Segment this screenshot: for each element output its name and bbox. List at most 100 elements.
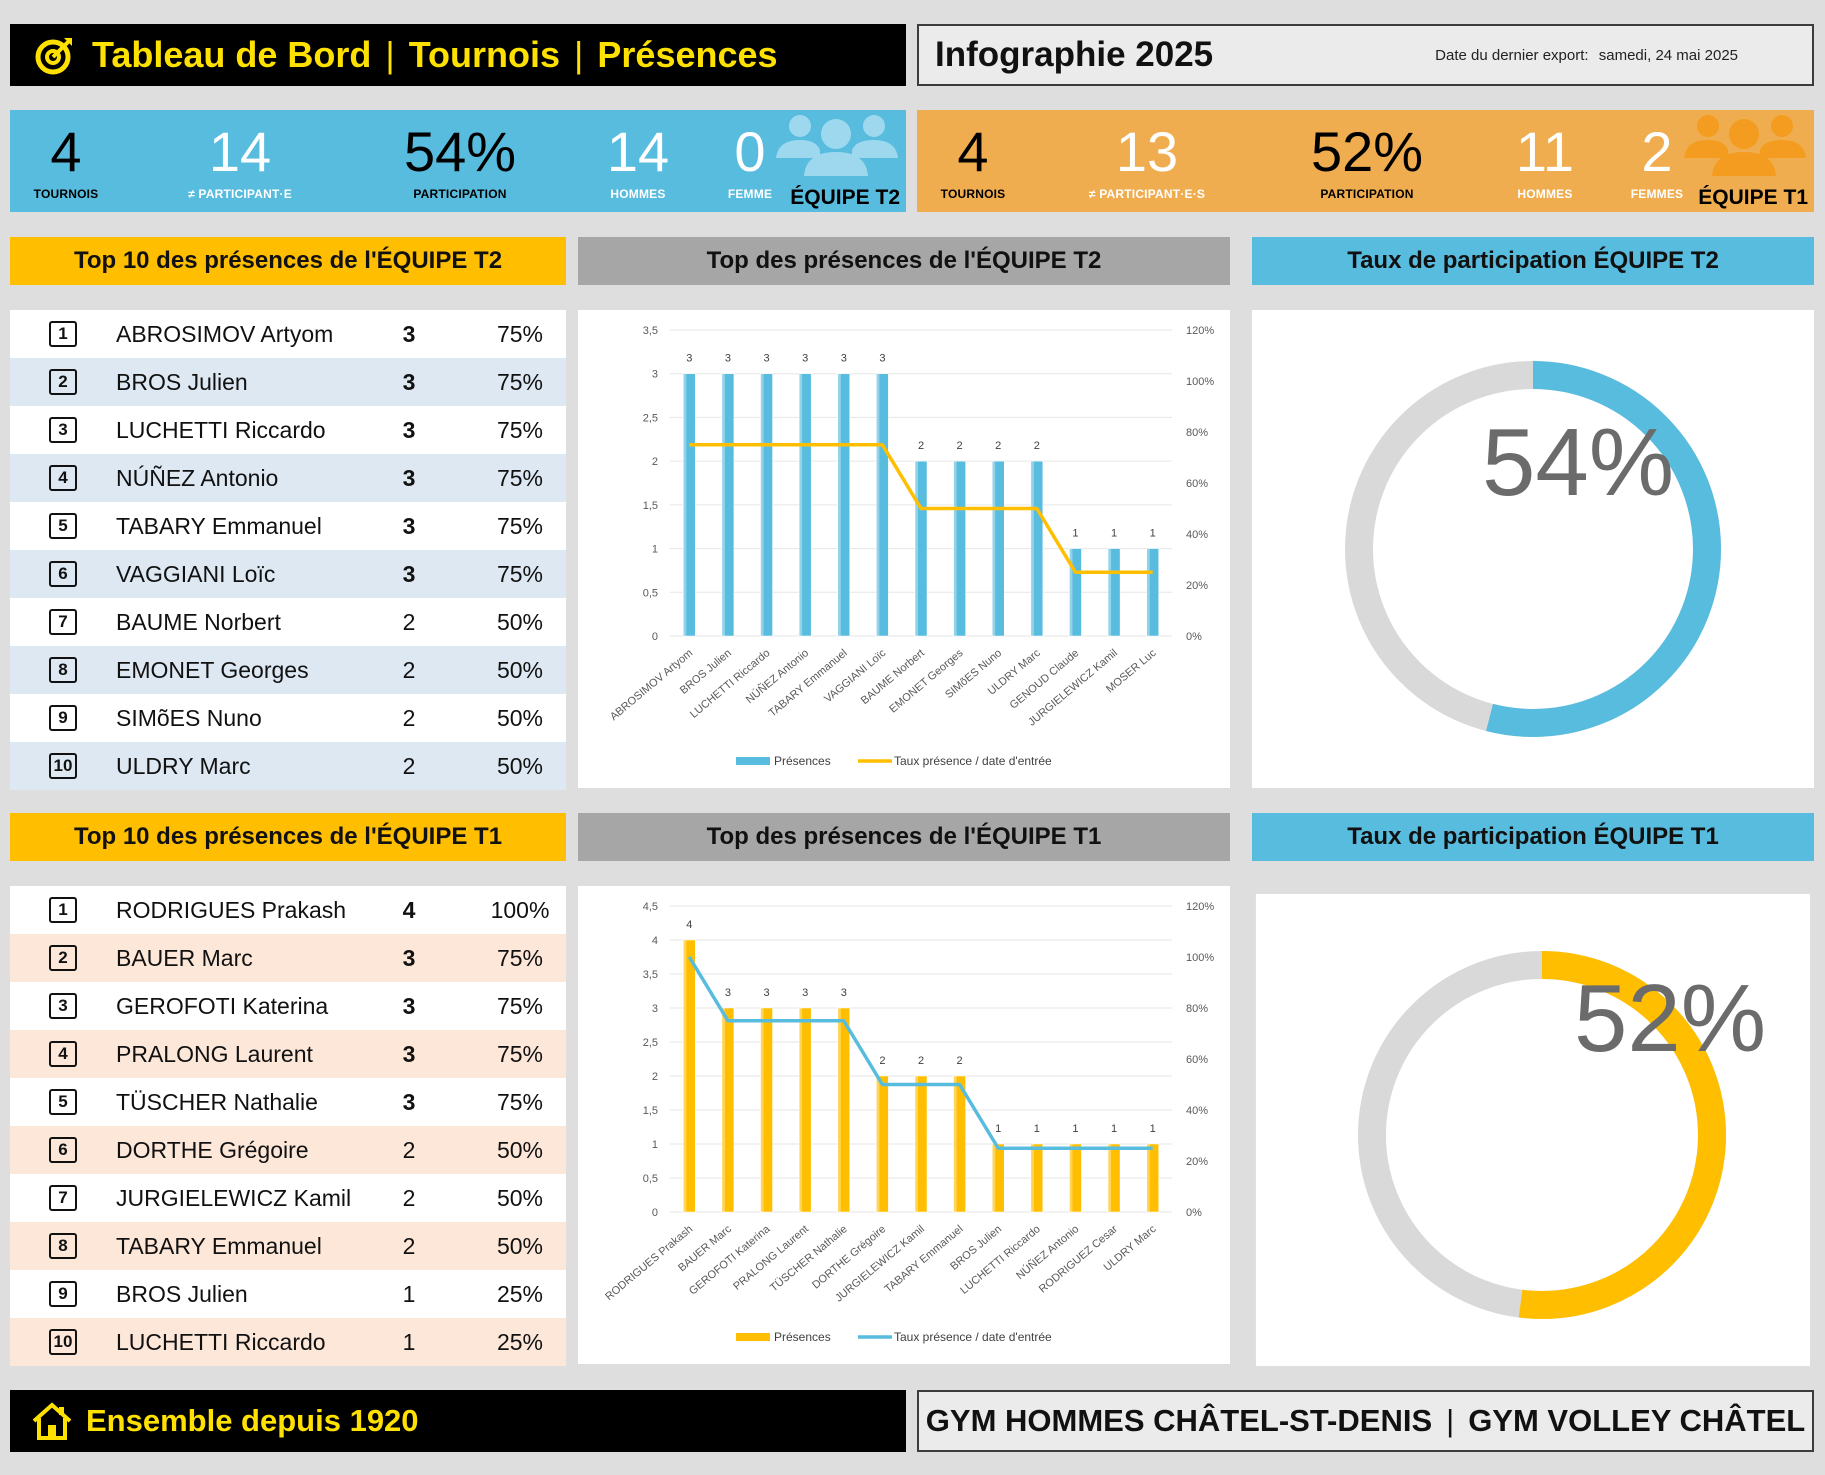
presence-count: 3 <box>402 464 416 491</box>
donut-chart-t1 <box>1358 951 1726 1319</box>
presence-percent: 75% <box>496 1088 544 1115</box>
bar <box>876 1075 889 1213</box>
rank-badge: 3 <box>49 417 77 443</box>
data-label: 3 <box>802 353 808 365</box>
data-label: 1 <box>1034 1123 1040 1135</box>
y2-tick-label: 60% <box>1186 1054 1208 1066</box>
kpi-tournois: 4 TOURNOIS <box>923 110 1023 201</box>
bar-highlight <box>953 461 957 636</box>
participant-name: LUCHETTI Riccardo <box>116 1328 326 1355</box>
y2-tick-label: 20% <box>1186 580 1208 592</box>
y2-tick-label: 120% <box>1186 325 1214 337</box>
bar <box>721 1007 735 1213</box>
participant-name: BROS Julien <box>116 1280 248 1307</box>
bar <box>798 373 812 637</box>
data-label: 3 <box>725 353 731 365</box>
table-row: 7 JURGIELEWICZ Kamil 2 50% <box>10 1174 566 1222</box>
y2-tick-label: 40% <box>1186 1105 1208 1117</box>
data-label: 1 <box>1072 528 1078 540</box>
title-separator: | <box>574 34 584 75</box>
series-line <box>687 956 1153 1150</box>
data-label: 3 <box>686 353 692 365</box>
presence-percent: 75% <box>496 512 544 539</box>
target-icon <box>35 38 72 75</box>
table-row: 3 LUCHETTI Riccardo 3 75% <box>10 406 566 454</box>
kpi-value: 4 <box>50 120 82 183</box>
bar <box>798 1007 812 1213</box>
kpi-femmes: 0 FEMME <box>700 110 800 201</box>
table-row: 4 PRALONG Laurent 3 75% <box>10 1030 566 1078</box>
y2-tick-label: 80% <box>1186 427 1208 439</box>
chart-panel-t1: 0 0,5 1 1,5 2 2,5 3 3,5 4 4,5 0% 20% 40% 60% 80% 100% 12… <box>578 886 1230 1364</box>
y-tick-label: 2,5 <box>643 412 658 424</box>
x-tick-label: EMONET Georges <box>887 647 966 716</box>
legend-label: Taux présence / date d'entrée <box>894 1330 1052 1344</box>
table-row: 5 TÜSCHER Nathalie 3 75% <box>10 1078 566 1126</box>
table-row: 2 BAUER Marc 3 75% <box>10 934 566 982</box>
team-label: ÉQUIPE T1 <box>1698 186 1808 209</box>
kpi-participants: 13 ≠ PARTICIPANT·E·S <box>1067 110 1227 201</box>
donut-value-arc <box>1358 951 1726 1319</box>
data-label: 2 <box>918 440 924 452</box>
kpi-value: 13 <box>1115 120 1179 183</box>
legend-label: Présences <box>774 754 831 768</box>
section-title-taux-t1: Taux de participation ÉQUIPE T1 <box>1252 813 1814 861</box>
title-separator: | <box>385 34 395 75</box>
kpi-label: ≠ PARTICIPANT·E·S <box>1088 187 1206 201</box>
bar-highlight <box>683 940 687 1212</box>
data-label: 3 <box>725 987 731 999</box>
presence-percent: 50% <box>496 704 544 731</box>
kpi-tournois: 4 TOURNOIS <box>16 110 116 201</box>
presence-percent: 75% <box>496 560 544 587</box>
bar <box>721 373 735 637</box>
presence-percent: 25% <box>496 1328 544 1355</box>
bar-highlight <box>837 373 841 636</box>
legend-label: Taux présence / date d'entrée <box>894 754 1052 768</box>
presence-count: 2 <box>402 704 416 731</box>
bar <box>760 1007 773 1213</box>
rank-badge: 8 <box>49 657 77 683</box>
bar <box>876 373 889 637</box>
kpi-value: 11 <box>1515 120 1575 183</box>
participant-name: TABARY Emmanuel <box>116 512 322 539</box>
bar <box>1107 548 1121 637</box>
rank-badge: 2 <box>49 945 77 971</box>
data-label: 3 <box>763 353 769 365</box>
kpi-label: HOMMES <box>610 187 666 201</box>
rank-badge: 3 <box>49 993 77 1019</box>
presence-percent: 25% <box>496 1280 544 1307</box>
participant-name: RODRIGUES Prakash <box>116 896 347 923</box>
bar-highlight <box>992 1144 996 1212</box>
participant-name: PRALONG Laurent <box>116 1040 313 1067</box>
presence-percent: 75% <box>496 944 544 971</box>
presence-count: 2 <box>402 752 416 779</box>
infographie-title: Infographie 2025 <box>935 35 1214 74</box>
bar-highlight <box>837 1008 841 1212</box>
y-tick-label: 4 <box>652 935 658 947</box>
participant-name: LUCHETTI Riccardo <box>116 416 326 443</box>
participant-name: TÜSCHER Nathalie <box>116 1088 318 1115</box>
bar <box>1146 548 1159 637</box>
presence-count: 1 <box>402 1280 416 1307</box>
presence-count: 2 <box>402 656 416 683</box>
participant-name: EMONET Georges <box>116 656 309 683</box>
participant-name: VAGGIANI Loïc <box>116 560 276 587</box>
presence-percent: 50% <box>496 1136 544 1163</box>
y-tick-label: 1 <box>652 544 658 556</box>
kpi-label: TOURNOIS <box>940 187 1006 201</box>
kpi-label: ≠ PARTICIPANT·E <box>188 187 292 201</box>
kpi-value: 14 <box>208 120 272 183</box>
kpi-value: 52% <box>1310 120 1424 183</box>
export-date: Date du dernier export: samedi, 24 mai 2… <box>1435 47 1738 64</box>
bar-highlight <box>1069 548 1073 636</box>
presence-count: 3 <box>402 368 416 395</box>
bar-highlight <box>915 461 918 636</box>
presence-count: 4 <box>402 896 416 923</box>
y-tick-label: 3,5 <box>643 969 658 981</box>
participant-name: BROS Julien <box>116 368 248 395</box>
kpi-participation: 52% PARTICIPATION <box>1287 110 1447 201</box>
data-label: 2 <box>918 1055 924 1067</box>
table-row: 10 LUCHETTI Riccardo 1 25% <box>10 1318 566 1366</box>
rank-badge: 8 <box>49 1233 77 1259</box>
kpi-value: 2 <box>1641 120 1673 183</box>
